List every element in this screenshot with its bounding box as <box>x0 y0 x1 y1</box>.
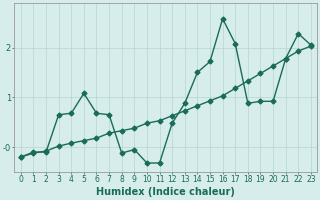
X-axis label: Humidex (Indice chaleur): Humidex (Indice chaleur) <box>96 187 235 197</box>
